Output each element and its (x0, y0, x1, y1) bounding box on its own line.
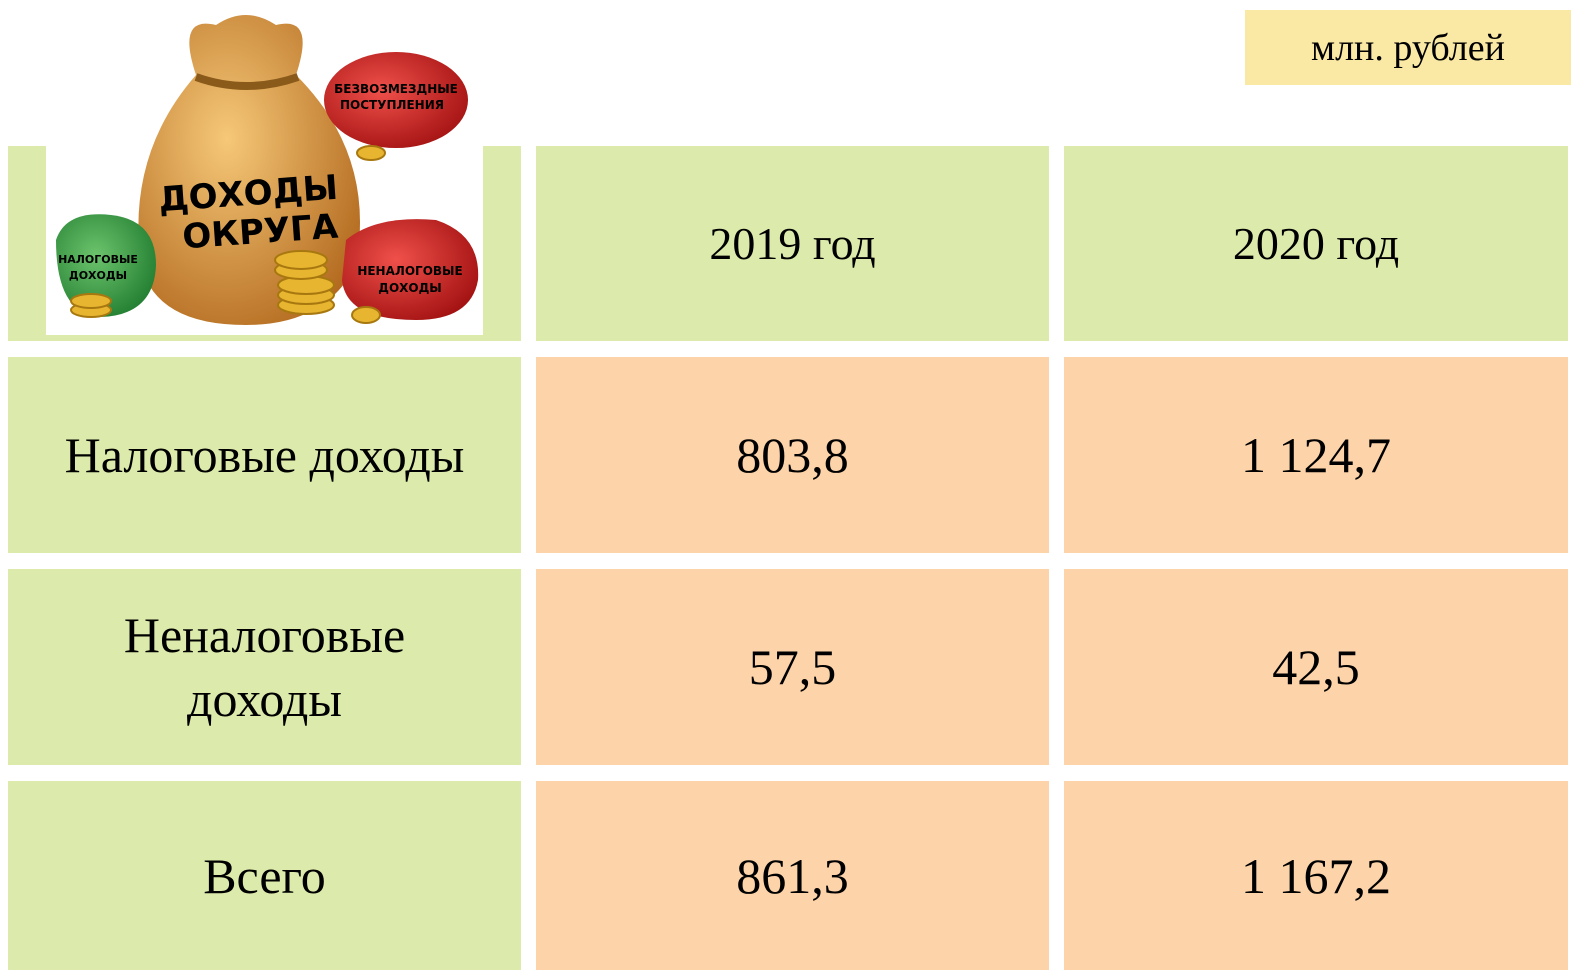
value-cell: 803,8 (536, 357, 1049, 553)
row-label-text: Налоговые доходы (64, 427, 465, 483)
row-label: Неналоговые доходы (8, 569, 521, 765)
header-cell: 2019 год (536, 146, 1049, 341)
illustration: ДОХОДЫ ОКРУГА БЕЗВОЗМЕЗДНЫЕ ПОСТУПЛЕНИЯ … (46, 15, 483, 335)
value-cell: 1 124,7 (1064, 357, 1568, 553)
green-purse (56, 214, 156, 317)
row-label-text: Неналоговые доходы (123, 607, 406, 727)
unit-label: млн. рублей (1245, 10, 1571, 85)
red-purse-top (324, 52, 468, 148)
purse-label: НАЛОГОВЫЕ (58, 253, 138, 266)
row-label: Налоговые доходы (8, 357, 521, 553)
purse-label: ДОХОДЫ (378, 281, 441, 295)
money-sack (138, 15, 360, 325)
purse-label: НЕНАЛОГОВЫЕ (357, 264, 462, 278)
value-cell: 1 167,2 (1064, 781, 1568, 970)
value-cell: 57,5 (536, 569, 1049, 765)
purse-label: БЕЗВОЗМЕЗДНЫЕ (334, 82, 458, 96)
red-purse (342, 219, 479, 320)
value-cell: 861,3 (536, 781, 1049, 970)
row-label: Всего (8, 781, 521, 970)
coins (70, 145, 386, 324)
value-cell: 42,5 (1064, 569, 1568, 765)
purse-label: ПОСТУПЛЕНИЯ (340, 98, 444, 112)
purse-label: ДОХОДЫ (69, 269, 127, 282)
header-cell: 2020 год (1064, 146, 1568, 341)
row-label-text: Всего (203, 847, 326, 904)
sack-rope (194, 73, 300, 90)
